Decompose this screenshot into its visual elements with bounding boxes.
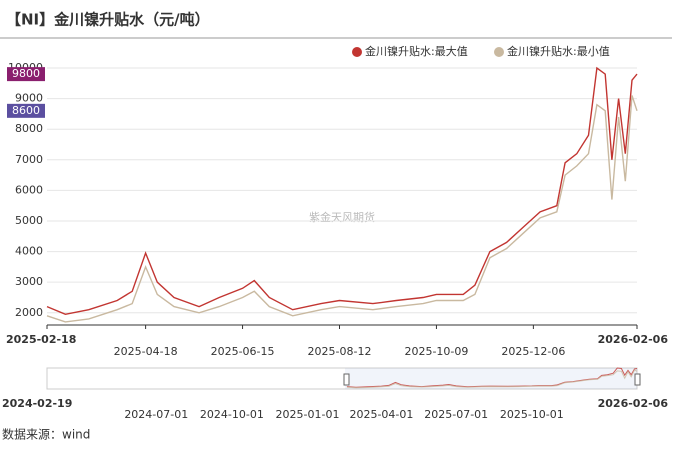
watermark: 紫金天风期货	[309, 210, 375, 224]
series-line	[46, 95, 638, 323]
chart-title: 【NI】金川镍升贴水（元/吨）	[6, 11, 210, 29]
slider-handle[interactable]	[343, 373, 350, 386]
x-tick-label: 2025-06-15	[211, 345, 275, 358]
slider-handle[interactable]	[634, 373, 641, 386]
slider-tick-label: 2025-07-01	[424, 408, 488, 421]
x-tick-label: 2025-08-12	[308, 345, 372, 358]
source: 数据来源：wind	[2, 427, 90, 442]
slider-tick-label: 2024-07-01	[124, 408, 188, 421]
legend-label: 金川镍升贴水:最大值	[365, 44, 468, 58]
x-tick-label: 2026-02-06	[598, 333, 669, 346]
y-tick-label: 5000	[15, 214, 43, 227]
y-tick-label: 7000	[15, 153, 43, 166]
end-label: 9800	[12, 67, 40, 80]
slider-tick-label: 2026-02-06	[598, 397, 669, 410]
slider-tick-label: 2025-10-01	[500, 408, 564, 421]
y-tick-label: 8000	[15, 122, 43, 135]
x-tick-label: 2025-10-09	[404, 345, 468, 358]
y-tick-label: 2000	[15, 306, 43, 319]
y-tick-label: 9000	[15, 92, 43, 105]
legend-swatch	[494, 47, 504, 57]
x-tick-label: 2025-04-18	[114, 345, 178, 358]
slider-tick-label: 2025-04-01	[349, 408, 413, 421]
series-line	[46, 66, 638, 316]
x-tick-label: 2025-02-18	[6, 333, 76, 346]
slider-tick-label: 2024-10-01	[200, 408, 264, 421]
slider-window	[345, 368, 637, 389]
y-tick-label: 6000	[15, 183, 43, 196]
y-tick-label: 3000	[15, 275, 43, 288]
end-label: 8600	[12, 104, 40, 117]
legend-swatch	[352, 47, 362, 57]
legend-label: 金川镍升贴水:最小值	[507, 44, 610, 58]
slider-line	[346, 369, 638, 389]
slider-tick-label: 2025-01-01	[276, 408, 340, 421]
y-tick-label: 4000	[15, 245, 43, 258]
x-tick-label: 2025-12-06	[501, 345, 565, 358]
end-badge	[7, 67, 45, 82]
end-badge	[7, 103, 45, 118]
slider-tick-label: 2024-02-19	[2, 397, 72, 410]
